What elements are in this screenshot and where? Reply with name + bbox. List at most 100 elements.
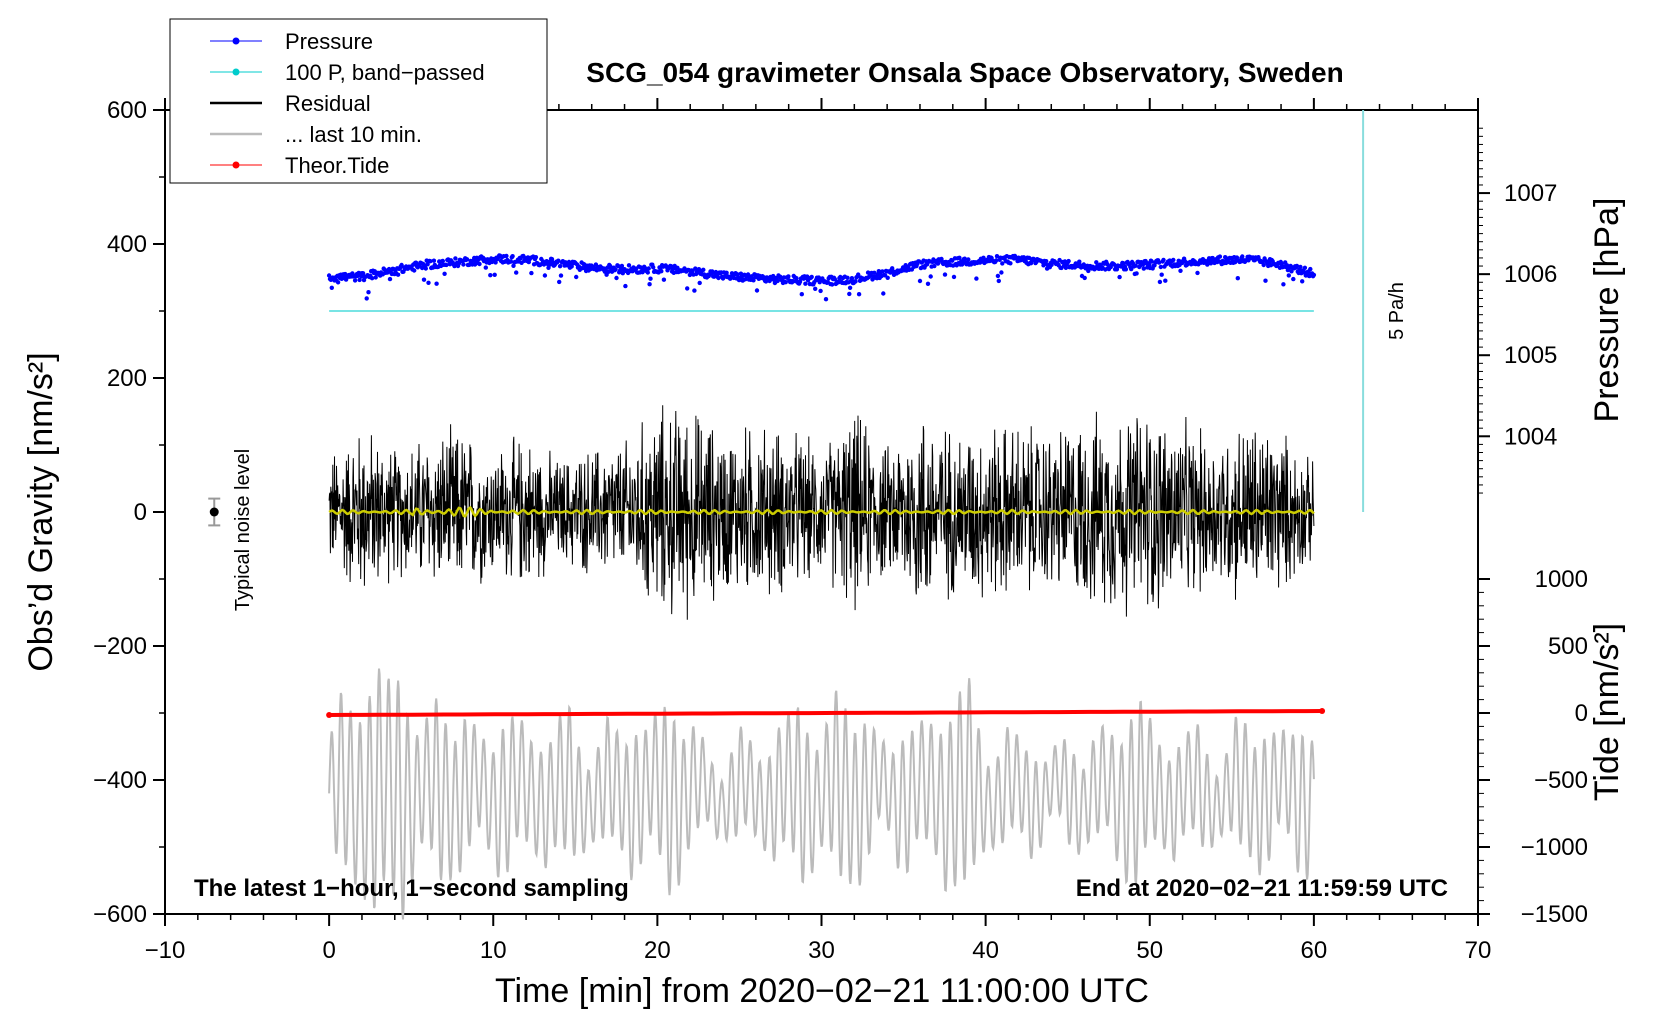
x-tick-label: 10 xyxy=(480,937,507,964)
note-end-time: End at 2020−02−21 11:59:59 UTC xyxy=(1076,875,1448,902)
pressure-point xyxy=(845,275,850,280)
pressure-point xyxy=(546,265,551,270)
legend-box xyxy=(169,18,548,184)
pressure-point xyxy=(569,264,574,269)
pressure-point xyxy=(1289,269,1294,274)
chart-title: SCG_054 gravimeter Onsala Space Observat… xyxy=(586,57,1343,88)
pressure-point xyxy=(832,277,838,282)
tide-tick-label: 1000 xyxy=(1535,566,1588,593)
tide-tick-label: 0 xyxy=(1575,700,1588,727)
pressure-point xyxy=(412,268,417,273)
pressure-point xyxy=(514,270,519,275)
pressure-point xyxy=(1161,257,1166,263)
pressure-point xyxy=(799,292,804,297)
pressure-point xyxy=(1234,255,1240,260)
pressure-point xyxy=(924,262,930,267)
pressure-point xyxy=(1281,282,1286,287)
pressure-point xyxy=(549,257,555,262)
pressure-point xyxy=(511,263,516,268)
series-pressure xyxy=(326,253,1317,302)
pressure-point xyxy=(373,275,378,280)
pressure-point xyxy=(935,261,941,266)
pressure-point xyxy=(1158,264,1164,270)
y-tick-label: −200 xyxy=(93,633,147,660)
residual-line xyxy=(328,405,1315,620)
x-tick-label: 70 xyxy=(1465,937,1492,964)
pressure-point xyxy=(1140,262,1146,267)
pressure-point xyxy=(425,262,430,267)
pressure-point xyxy=(453,256,458,261)
x-tick-label: −10 xyxy=(145,937,186,964)
pressure-point xyxy=(626,263,632,268)
pressure-point xyxy=(1121,261,1126,266)
pressure-point xyxy=(847,291,852,297)
pressure-point xyxy=(335,280,341,285)
pressure-point xyxy=(724,270,729,275)
series-last-10-min xyxy=(328,668,1315,920)
pressure-point xyxy=(1171,257,1176,263)
note-latest-hour: The latest 1−hour, 1−second sampling xyxy=(194,875,629,902)
pressure-point xyxy=(431,258,437,263)
y-tick-label: 400 xyxy=(107,231,147,258)
pressure-point xyxy=(966,257,971,262)
pressure-point xyxy=(1123,267,1129,272)
pressure-point xyxy=(974,276,979,281)
pressure-point xyxy=(464,257,470,262)
pressure-point xyxy=(847,285,853,290)
legend-swatch-dot xyxy=(232,37,240,45)
pressure-point xyxy=(542,273,548,278)
pressure-point xyxy=(1298,264,1303,270)
pressure-point xyxy=(1208,261,1214,266)
pressure-point xyxy=(1302,265,1308,270)
pressure-point xyxy=(1291,276,1296,282)
pressure-point xyxy=(504,253,509,259)
pressure-point xyxy=(533,255,539,260)
pressure-point xyxy=(754,288,760,293)
pressure-point xyxy=(995,273,1001,279)
y-axis-label-pressure: Pressure [hPa] xyxy=(1588,198,1626,423)
pressure-tick-label: 1006 xyxy=(1504,261,1557,288)
pressure-point xyxy=(1133,263,1138,268)
pressure-point xyxy=(646,266,651,271)
pressure-point xyxy=(1147,262,1152,267)
pressure-point xyxy=(1000,261,1005,266)
pressure-point xyxy=(885,275,890,280)
pressure-point xyxy=(529,270,534,276)
pressure-point xyxy=(1157,279,1163,285)
pressure-point xyxy=(823,297,829,302)
pressure-point xyxy=(659,269,664,274)
pressure-point xyxy=(387,276,393,282)
x-axis-label: Time [min] from 2020−02−21 11:00:00 UTC xyxy=(495,972,1149,1010)
pressure-tick-label: 1004 xyxy=(1504,423,1557,450)
pressure-point xyxy=(1094,260,1099,265)
pressure-point xyxy=(716,275,721,281)
pressure-point xyxy=(426,280,431,285)
pressure-point xyxy=(574,274,579,280)
pressure-point xyxy=(1141,266,1147,271)
x-axis: −10 0 10 20 30 40 50 60 70 xyxy=(145,98,1492,964)
pressure-point xyxy=(395,272,401,277)
pressure-point xyxy=(510,254,515,259)
pressure-point xyxy=(493,260,498,265)
pressure-point xyxy=(999,270,1004,275)
pressure-point xyxy=(606,269,611,274)
pressure-point xyxy=(326,273,332,278)
pressure-point xyxy=(743,277,748,282)
pressure-point xyxy=(369,276,375,281)
pressure-tick-label: 1007 xyxy=(1504,180,1557,207)
y-axis-label-tide: Tide [nm/s²] xyxy=(1588,623,1626,801)
pressure-point xyxy=(1134,271,1139,276)
pressure-point xyxy=(917,278,923,284)
y-tick-label: −600 xyxy=(93,901,147,928)
pressure-point xyxy=(881,291,886,296)
pressure-point xyxy=(1195,270,1200,276)
pressure-point xyxy=(996,278,1001,284)
pressure-point xyxy=(1300,279,1305,284)
pressure-point xyxy=(1063,265,1069,270)
pressure-point xyxy=(1077,259,1082,264)
pressure-point xyxy=(651,265,656,270)
pressure-point xyxy=(329,285,334,290)
pressure-point xyxy=(939,256,944,262)
pressure-point xyxy=(809,274,814,280)
